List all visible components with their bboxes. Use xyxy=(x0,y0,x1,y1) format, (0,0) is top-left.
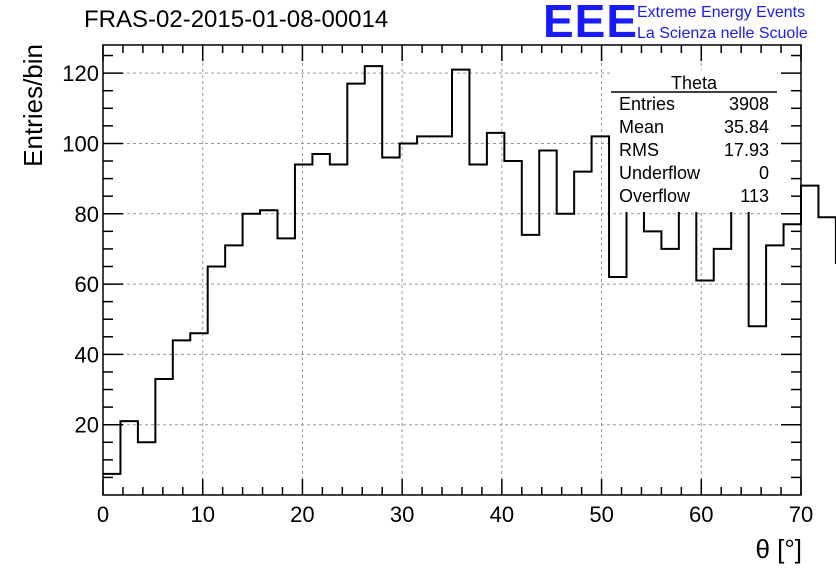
tick-labels: 0 10 20 30 40 50 60 70 20 40 60 80 100 120 xyxy=(62,61,813,527)
histogram-bin xyxy=(714,249,731,495)
plot-frame xyxy=(102,44,802,496)
histogram-bin xyxy=(243,214,260,495)
histogram-bin xyxy=(731,210,748,495)
y-tick-label: 60 xyxy=(75,272,99,297)
histogram-step-line xyxy=(103,65,836,475)
histogram-bin xyxy=(749,326,766,495)
histogram-bin xyxy=(208,266,225,495)
histogram-bin xyxy=(382,158,399,496)
grid-lines xyxy=(103,45,801,495)
histogram-bin xyxy=(539,150,556,495)
histogram-bin xyxy=(818,217,835,495)
histogram-bin xyxy=(260,210,277,495)
x-tick-label: 40 xyxy=(490,502,514,527)
histogram-bin xyxy=(644,231,661,495)
stats-title: Theta xyxy=(671,73,718,93)
histogram-bin xyxy=(469,165,486,495)
stats-value: 3908 xyxy=(729,94,769,114)
histogram-bin xyxy=(155,379,172,495)
logo-mark: EEE xyxy=(543,0,639,47)
stats-value: 17.93 xyxy=(724,140,769,160)
histogram-bin xyxy=(365,66,382,495)
y-tick-label: 100 xyxy=(62,131,99,156)
stats-label: Overflow xyxy=(619,186,691,206)
x-tick-label: 0 xyxy=(97,502,109,527)
stats-label: Entries xyxy=(619,94,675,114)
histogram-bin xyxy=(452,70,469,495)
stats-box-bg xyxy=(611,70,777,212)
x-tick-label: 30 xyxy=(390,502,414,527)
stats-value: 113 xyxy=(740,186,769,206)
y-tick-label: 120 xyxy=(62,61,99,86)
histogram-bin xyxy=(766,245,783,495)
logo-line-1: Extreme Energy Events xyxy=(637,4,806,21)
x-tick-label: 10 xyxy=(190,502,214,527)
page-title: FRAS-02-2015-01-08-00014 xyxy=(84,6,389,33)
stats-label: Mean xyxy=(619,117,664,137)
histogram-bin xyxy=(138,442,155,495)
y-tick-label: 20 xyxy=(75,413,99,438)
histogram-bin xyxy=(173,340,190,495)
histogram-bin xyxy=(417,136,434,495)
x-tick-label: 60 xyxy=(689,502,713,527)
histogram-bin xyxy=(592,136,609,495)
histogram-bin xyxy=(225,245,242,495)
histogram-bin xyxy=(487,133,504,495)
y-axis-title: Entries/bin xyxy=(18,44,48,167)
histogram-bin xyxy=(609,277,626,495)
histogram-bin xyxy=(661,249,678,495)
histogram-bin xyxy=(679,207,696,495)
histogram-bin xyxy=(696,281,713,495)
x-tick-label: 20 xyxy=(290,502,314,527)
histogram-bin xyxy=(435,136,452,495)
histogram-bin xyxy=(784,224,801,495)
stats-value: 0 xyxy=(759,163,769,183)
axis-ticks xyxy=(102,45,802,495)
logo-line-2: La Scienza nelle Scuole xyxy=(637,25,808,42)
histogram-bin xyxy=(522,235,539,495)
x-tick-label: 70 xyxy=(789,502,813,527)
stats-label: RMS xyxy=(619,140,659,160)
histogram-bin xyxy=(278,238,295,495)
x-axis-title: θ [°] xyxy=(755,534,802,564)
y-tick-label: 80 xyxy=(75,202,99,227)
histogram-bin xyxy=(627,207,644,495)
stats-label: Underflow xyxy=(619,163,701,183)
histogram-bin xyxy=(574,172,591,495)
histogram-bin xyxy=(190,333,207,495)
histogram-bin xyxy=(504,161,521,495)
stats-value: 35.84 xyxy=(724,117,769,137)
histogram-bin xyxy=(347,84,364,495)
y-tick-label: 40 xyxy=(75,342,99,367)
histogram-bin xyxy=(120,421,137,495)
histogram-bin xyxy=(801,186,818,495)
histogram-bin xyxy=(312,154,329,495)
x-tick-label: 50 xyxy=(589,502,613,527)
